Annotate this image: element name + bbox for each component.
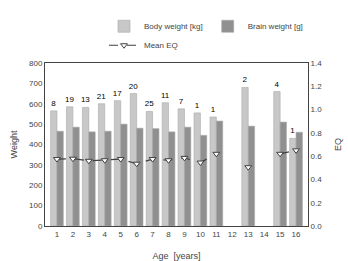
- svg-text:1: 1: [55, 230, 60, 239]
- svg-text:4: 4: [274, 80, 279, 89]
- svg-text:3: 3: [87, 230, 92, 239]
- svg-text:100: 100: [29, 201, 43, 210]
- svg-text:9: 9: [182, 230, 187, 239]
- svg-text:1: 1: [290, 126, 295, 135]
- svg-text:6: 6: [134, 230, 139, 239]
- svg-text:800: 800: [29, 59, 43, 68]
- svg-text:13: 13: [81, 95, 90, 104]
- svg-text:0.6: 0.6: [311, 152, 323, 161]
- svg-text:0.8: 0.8: [311, 129, 323, 138]
- svg-text:12: 12: [228, 230, 237, 239]
- svg-text:0.0: 0.0: [311, 222, 323, 231]
- svg-text:EQ: EQ: [333, 138, 343, 151]
- svg-text:200: 200: [29, 181, 43, 190]
- svg-text:400: 400: [29, 140, 43, 149]
- svg-text:Brain weight [g]: Brain weight [g]: [248, 22, 303, 31]
- svg-text:7: 7: [179, 97, 184, 106]
- svg-text:7: 7: [150, 230, 155, 239]
- svg-text:700: 700: [29, 79, 43, 88]
- svg-text:8: 8: [51, 99, 56, 108]
- svg-text:500: 500: [29, 120, 43, 129]
- svg-text:0.4: 0.4: [311, 175, 323, 184]
- svg-text:13: 13: [244, 230, 253, 239]
- svg-text:600: 600: [29, 100, 43, 109]
- svg-text:Weight: Weight: [9, 130, 19, 158]
- svg-text:10: 10: [196, 230, 205, 239]
- svg-text:14: 14: [260, 230, 269, 239]
- svg-text:11: 11: [212, 230, 221, 239]
- svg-text:4: 4: [103, 230, 108, 239]
- svg-text:16: 16: [292, 230, 301, 239]
- svg-text:15: 15: [276, 230, 285, 239]
- svg-text:0.2: 0.2: [311, 199, 323, 208]
- svg-text:19: 19: [65, 95, 74, 104]
- svg-text:Age [years]: Age [years]: [152, 251, 200, 261]
- svg-text:2: 2: [71, 230, 76, 239]
- svg-text:1: 1: [211, 105, 216, 114]
- svg-text:11: 11: [161, 91, 170, 100]
- svg-text:8: 8: [166, 230, 171, 239]
- svg-text:5: 5: [118, 230, 123, 239]
- svg-text:Body weight [kg]: Body weight [kg]: [144, 22, 203, 31]
- svg-text:0: 0: [38, 222, 43, 231]
- svg-text:1.2: 1.2: [311, 82, 323, 91]
- svg-text:21: 21: [97, 92, 106, 101]
- svg-text:1: 1: [195, 101, 200, 110]
- svg-text:1.0: 1.0: [311, 105, 323, 114]
- svg-text:2: 2: [243, 75, 248, 84]
- svg-text:1.4: 1.4: [311, 59, 323, 68]
- svg-text:17: 17: [113, 89, 122, 98]
- svg-text:300: 300: [29, 161, 43, 170]
- svg-text:25: 25: [145, 99, 154, 108]
- svg-text:20: 20: [129, 82, 138, 91]
- svg-text:Mean EQ: Mean EQ: [144, 41, 178, 50]
